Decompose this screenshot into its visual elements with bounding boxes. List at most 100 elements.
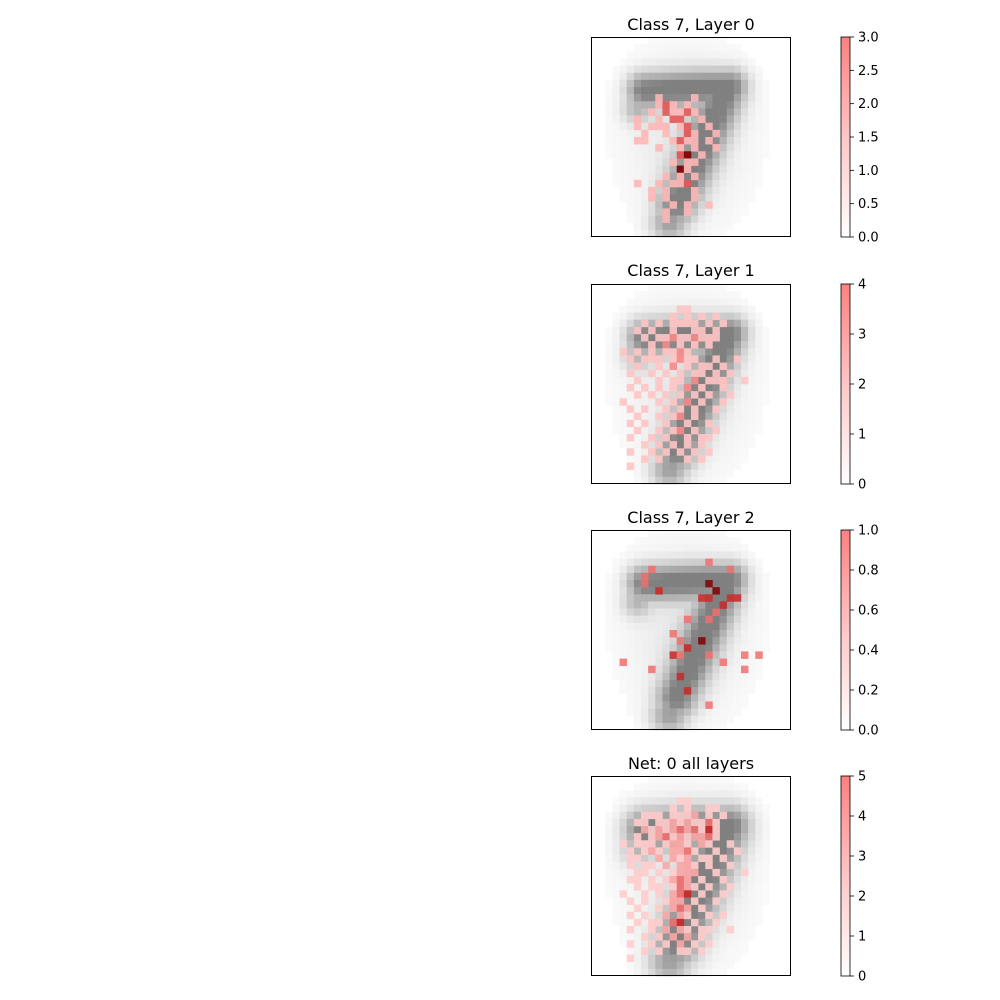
heatmap-cell (619, 840, 628, 848)
heatmap-cell (633, 326, 642, 335)
heatmap-cell (676, 319, 685, 328)
heatmap-cell (669, 441, 678, 449)
heatmap-cell (676, 826, 685, 834)
heatmap-cell (676, 847, 685, 855)
colorbar-tick-label: 1.0 (858, 164, 879, 179)
heatmap-cell (705, 651, 713, 659)
heatmap-cell (691, 369, 699, 378)
axes-frame (591, 776, 791, 976)
colorbar-tick-label: 2 (858, 890, 866, 905)
heatmap-cell (669, 883, 678, 891)
heatmap-cell (676, 797, 685, 805)
heatmap-cell (705, 391, 713, 399)
heatmap-cell (726, 391, 735, 399)
heatmap-cell (662, 101, 670, 109)
heatmap-cell (683, 840, 692, 848)
heatmap-cell (676, 890, 685, 898)
heatmap-cell (691, 194, 699, 202)
heatmap-cell (691, 918, 699, 927)
heatmap-cell (662, 926, 670, 934)
heatmap-cell (633, 426, 642, 435)
heatmap-cell (655, 398, 663, 406)
heatmap-cell (712, 129, 720, 138)
heatmap-cell (648, 122, 656, 131)
heatmap-cell (669, 840, 678, 848)
heatmap-cell (648, 448, 656, 456)
colorbar: 0.0 0.5 1.0 1.5 2.0 2.5 3.0 (840, 31, 879, 246)
colorbar-tick-label: 3 (858, 328, 866, 343)
heatmap-cell (662, 448, 670, 456)
heatmap-cell (669, 868, 678, 877)
heatmap-cell (676, 811, 685, 820)
heatmap-cell (648, 341, 656, 349)
heatmap-cell (683, 122, 692, 131)
heatmap-cell (648, 811, 656, 820)
heatmap-cell (641, 129, 649, 138)
panel-0: Class 7, Layer 0 0.0 0.5 1.0 1.5 2.0 2.5 3.0 (591, 15, 879, 246)
heatmap-cell (648, 187, 656, 195)
heatmap-cell (691, 376, 699, 385)
heatmap-cell (705, 811, 713, 820)
heatmap-cell (641, 897, 649, 905)
heatmap-cell (691, 847, 699, 855)
heatmap-cell (669, 933, 678, 941)
heatmap-cell (655, 847, 663, 855)
heatmap-cell (705, 448, 713, 456)
heatmap-cell (712, 312, 720, 321)
heatmap-cell (662, 897, 670, 905)
heatmap-cell (712, 426, 720, 435)
heatmap-cell (698, 326, 706, 335)
colorbar-gradient (840, 36, 851, 238)
heatmap-cell (712, 144, 720, 152)
heatmap-cell (683, 847, 692, 855)
heatmap-cell (705, 833, 713, 841)
heatmap-cell (669, 398, 678, 406)
heatmap-cell (655, 122, 663, 131)
heatmap-cell (633, 348, 642, 356)
panel-3: Net: 0 all layers 0 1 2 3 4 5 (591, 754, 866, 985)
heatmap-cell (712, 833, 720, 841)
heatmap-cell (683, 854, 692, 863)
heatmap-cell (648, 940, 656, 948)
heatmap-cell (683, 419, 692, 428)
heatmap-cell (641, 890, 649, 898)
heatmap-cell (698, 434, 706, 442)
heatmap-cell (719, 362, 728, 371)
colorbar-tick-label: 4 (858, 278, 866, 293)
heatmap-cell (683, 876, 692, 884)
colorbar-tick-label: 2 (858, 378, 866, 393)
heatmap-cell (648, 108, 656, 116)
heatmap-cell (691, 811, 699, 820)
heatmap-cell (712, 369, 720, 378)
heatmap-cell (719, 601, 728, 609)
heatmap-cell (669, 818, 678, 827)
heatmap-cell (633, 868, 642, 877)
heatmap-cell (683, 911, 692, 920)
heatmap-cell (698, 876, 706, 884)
heatmap-cell (633, 137, 642, 145)
heatmap-cell (698, 904, 706, 913)
colorbar-tick-label: 0.6 (858, 604, 879, 619)
heatmap-cell (676, 376, 685, 385)
heatmap-cell (619, 890, 628, 898)
heatmap-cell (712, 804, 720, 813)
heatmap-cell (683, 384, 692, 392)
heatmap-cell (648, 194, 656, 202)
colorbar-gradient (840, 283, 851, 485)
heatmap-cell (655, 319, 663, 328)
colorbar-tick-label: 0.4 (858, 644, 879, 659)
heatmap-cell (648, 840, 656, 848)
heatmap-cell (619, 658, 628, 667)
heatmap-cell (662, 172, 670, 181)
heatmap-cell (705, 334, 713, 342)
heatmap-cell (655, 115, 663, 124)
heatmap-cell (641, 840, 649, 848)
heatmap-cell (676, 179, 685, 188)
heatmap-cell (698, 384, 706, 392)
heatmap-cell (683, 101, 692, 109)
heatmap-cell (633, 840, 642, 848)
heatmap-cell (683, 797, 692, 805)
heatmap-cell (662, 215, 670, 224)
heatmap-cell (691, 426, 699, 435)
heatmap-cell (669, 876, 678, 884)
